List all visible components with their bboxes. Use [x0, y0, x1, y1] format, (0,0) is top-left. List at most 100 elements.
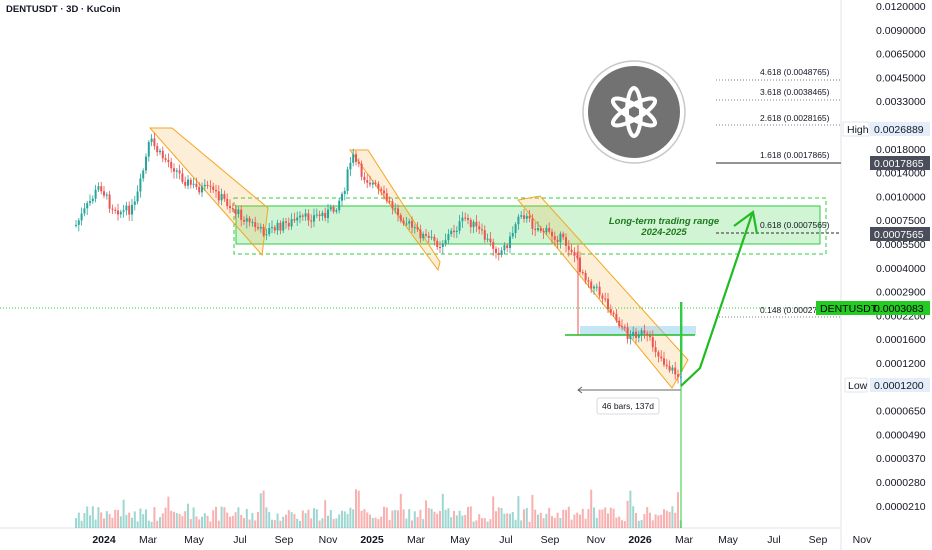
volume-bar	[324, 500, 327, 528]
candle-body	[257, 227, 259, 229]
candle-body	[444, 240, 447, 244]
candle-body	[481, 229, 483, 231]
volume-bar	[262, 490, 265, 528]
fib-lines	[716, 79, 841, 318]
candle-body	[453, 230, 455, 233]
candle-body	[500, 250, 503, 255]
candle-body	[483, 230, 486, 240]
candle-body	[304, 213, 307, 217]
volume-bar	[332, 519, 335, 528]
y-tick-label: 0.0065000	[876, 49, 926, 61]
y-tick-label: 0.0000280	[876, 477, 926, 489]
candle-body	[335, 210, 338, 212]
volume-bar	[399, 493, 402, 528]
volume-bar	[587, 509, 590, 528]
volume-bar	[453, 510, 455, 528]
volume-bar	[279, 520, 282, 528]
volume-bar	[178, 513, 181, 528]
candle-body	[394, 208, 397, 210]
volume-bar	[668, 511, 671, 528]
y-tick-label: 0.0090000	[876, 25, 926, 37]
candle-body	[587, 280, 590, 282]
candle-body	[377, 183, 380, 189]
candle-body	[671, 367, 674, 371]
candle-body	[660, 356, 663, 359]
volume-bar	[623, 521, 626, 528]
candle-body	[276, 222, 279, 231]
candle-body	[612, 312, 615, 314]
candle-body	[285, 221, 287, 223]
volume-bar	[649, 512, 651, 528]
volume-bar	[413, 511, 416, 528]
volume-bar	[341, 510, 343, 528]
candle-body	[108, 194, 111, 209]
y-tick-label: 0.0000650	[876, 406, 926, 418]
x-tick-label: 2025	[360, 534, 384, 546]
candle-body	[329, 207, 332, 210]
volume-bar	[436, 513, 439, 528]
volume-bar	[117, 510, 119, 528]
volume-bar	[528, 521, 531, 528]
candle-body	[640, 330, 643, 336]
dent-logo-icon	[582, 60, 686, 164]
volume-bar	[450, 517, 453, 528]
x-tick-label: May	[718, 534, 739, 546]
candle-body	[352, 154, 355, 163]
candle-body	[601, 295, 604, 299]
volume-bar	[229, 516, 231, 528]
candle-body	[215, 189, 217, 192]
fib1618-tag	[870, 156, 930, 170]
low-tag-label: Low	[848, 380, 868, 392]
volume-bar	[492, 496, 495, 528]
candle-body	[511, 233, 514, 237]
candle-body	[559, 233, 562, 242]
volume-bars	[75, 489, 682, 528]
volume-bar	[419, 509, 422, 528]
volume-bar	[215, 506, 217, 528]
candle-body	[220, 194, 223, 201]
volume-bar	[481, 518, 483, 528]
x-tick-label: Mar	[675, 534, 694, 546]
descending-channels	[148, 127, 689, 389]
candle-body	[139, 178, 142, 192]
candle-body	[248, 218, 251, 223]
volume-bar	[626, 500, 629, 528]
candle-body	[125, 205, 128, 211]
candle-body	[282, 221, 285, 231]
volume-bar	[394, 509, 397, 528]
candle-body	[153, 138, 156, 147]
candle-body	[489, 238, 492, 243]
candle-body	[427, 235, 430, 238]
candle-body	[187, 179, 189, 186]
volume-bar	[268, 511, 271, 528]
fib-label-3618: 3.618 (0.0038465)	[760, 87, 830, 97]
candle-body	[271, 227, 273, 229]
volume-bar	[444, 509, 447, 528]
candle-body	[439, 247, 441, 249]
candle-body	[595, 286, 598, 288]
volume-bar	[534, 509, 537, 528]
volume-bar	[237, 507, 240, 528]
candle-body	[621, 326, 623, 328]
volume-bar	[517, 496, 520, 528]
candle-body	[357, 161, 360, 164]
volume-bar	[509, 513, 511, 528]
candle-body	[307, 213, 310, 221]
volume-bar	[338, 514, 341, 528]
candle-body	[89, 201, 91, 204]
candle-body	[327, 209, 329, 218]
candle-body	[590, 281, 593, 289]
candle-body	[296, 217, 299, 221]
candle-body	[299, 215, 301, 218]
volume-bar	[391, 510, 394, 528]
candle-body	[598, 286, 601, 296]
volume-bar	[497, 507, 500, 528]
volume-bar	[240, 514, 243, 528]
volume-bar	[402, 509, 405, 528]
candle-body	[525, 215, 528, 219]
volume-bar	[259, 493, 262, 528]
candle-body	[643, 330, 646, 334]
candle-body	[405, 223, 408, 225]
candle-body	[570, 249, 573, 253]
